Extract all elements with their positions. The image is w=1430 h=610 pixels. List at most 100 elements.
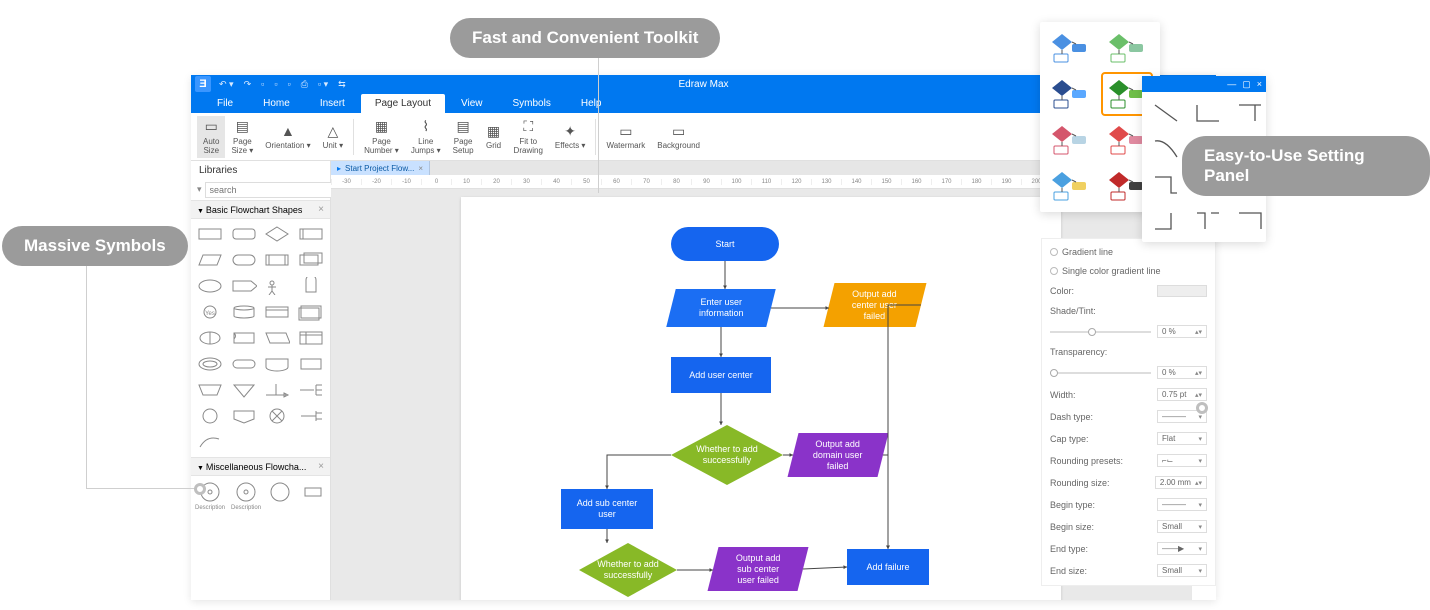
line-style-thumb[interactable]	[1148, 134, 1184, 164]
color-swatch[interactable]	[1157, 285, 1207, 297]
shape-thumb[interactable]	[296, 353, 326, 375]
ribbon-button[interactable]: ⌇LineJumps ▾	[405, 116, 447, 158]
gradient-line-radio[interactable]: Gradient line	[1050, 247, 1207, 257]
line-style-thumb[interactable]	[1232, 206, 1268, 236]
ribbon-button[interactable]: ▦PageNumber ▾	[358, 116, 405, 158]
ribbon-button[interactable]: ⛶Fit toDrawing	[508, 116, 549, 158]
flowchart-node[interactable]: Add sub centeruser	[561, 489, 653, 529]
rounding-size-value[interactable]: 2.00 mm▴▾	[1155, 476, 1207, 489]
menu-item-view[interactable]: View	[447, 94, 497, 113]
menu-item-page-layout[interactable]: Page Layout	[361, 94, 445, 113]
line-style-thumb[interactable]	[1148, 98, 1184, 128]
shape-thumb[interactable]	[195, 249, 225, 271]
shape-thumb[interactable]	[296, 327, 326, 349]
menu-item-home[interactable]: Home	[249, 94, 304, 113]
flowchart-node[interactable]: Whether to addsuccessfully	[671, 425, 783, 485]
shape-thumb[interactable]	[195, 379, 225, 401]
width-value[interactable]: 0.75 pt▴▾	[1157, 388, 1207, 401]
end-type-value[interactable]: ——▶▾	[1157, 542, 1207, 555]
drawing-canvas[interactable]: StartEnter userinformationOutput addcent…	[461, 197, 1061, 600]
shape-thumb[interactable]	[195, 431, 225, 453]
flowchart-node[interactable]: Add failure	[847, 549, 929, 585]
shape-group-header[interactable]: ▼ Basic Flowchart Shapes ×	[191, 200, 330, 219]
new-icon[interactable]: ▫	[261, 79, 264, 90]
line-style-thumb[interactable]	[1190, 206, 1226, 236]
ribbon-button[interactable]: ▲Orientation ▾	[259, 120, 316, 153]
close-group-icon[interactable]: ×	[318, 461, 324, 472]
menu-item-file[interactable]: File	[203, 94, 247, 113]
shape-thumb[interactable]: Yes	[195, 301, 225, 323]
flowchart-node[interactable]: Add user center	[671, 357, 771, 393]
shade-value[interactable]: 0 %▴▾	[1157, 325, 1207, 338]
flowchart-node[interactable]: Enter userinformation	[666, 289, 775, 327]
shape-thumb[interactable]	[229, 379, 259, 401]
flowchart-node[interactable]: Whether to addsuccessfully	[579, 543, 677, 597]
ribbon-button[interactable]: ✦Effects ▾	[549, 120, 592, 153]
shape-thumb[interactable]	[263, 327, 293, 349]
ribbon-button[interactable]: ▦Grid	[480, 120, 508, 153]
style-thumb[interactable]	[1046, 166, 1094, 206]
shape-thumb[interactable]	[229, 405, 259, 427]
shape-thumb[interactable]	[229, 353, 259, 375]
shape-item[interactable]: Description	[231, 480, 261, 511]
shape-thumb[interactable]	[263, 223, 293, 245]
shape-thumb[interactable]	[296, 275, 326, 297]
flowchart-node[interactable]: Output adddomain userfailed	[788, 433, 889, 477]
style-thumb[interactable]	[1046, 74, 1094, 114]
shape-thumb[interactable]	[263, 405, 293, 427]
transparency-slider[interactable]	[1050, 372, 1151, 374]
line-style-thumb[interactable]	[1148, 170, 1184, 200]
ribbon-button[interactable]: △Unit ▾	[317, 120, 349, 153]
shape-thumb[interactable]	[229, 431, 259, 453]
shape-thumb[interactable]	[229, 301, 259, 323]
shape-item[interactable]	[267, 480, 293, 511]
line-style-thumb[interactable]	[1232, 98, 1268, 128]
shape-thumb[interactable]	[296, 405, 326, 427]
shape-thumb[interactable]	[195, 353, 225, 375]
begin-size-value[interactable]: Small▾	[1157, 520, 1207, 533]
shape-thumb[interactable]	[195, 327, 225, 349]
shape-thumb[interactable]	[296, 249, 326, 271]
shape-thumb[interactable]	[263, 275, 293, 297]
open-icon[interactable]: ▫	[274, 79, 277, 90]
shape-thumb[interactable]	[195, 275, 225, 297]
menu-item-symbols[interactable]: Symbols	[499, 94, 565, 113]
shape-thumb[interactable]	[296, 223, 326, 245]
close-icon[interactable]: ×	[1257, 79, 1262, 89]
shape-thumb[interactable]	[229, 223, 259, 245]
search-input[interactable]	[205, 182, 332, 198]
shape-thumb[interactable]	[195, 405, 225, 427]
style-thumb[interactable]	[1046, 28, 1094, 68]
close-group-icon[interactable]: ×	[318, 204, 324, 215]
shape-thumb[interactable]	[229, 327, 259, 349]
shape-thumb[interactable]	[263, 353, 293, 375]
redo-icon[interactable]: ↷	[244, 79, 252, 90]
shape-thumb[interactable]	[263, 431, 293, 453]
end-size-value[interactable]: Small▾	[1157, 564, 1207, 577]
ribbon-button[interactable]: ▤PageSize ▾	[225, 116, 259, 158]
minimize-icon[interactable]: —	[1227, 79, 1236, 89]
ribbon-button[interactable]: ▭Background	[651, 120, 706, 153]
shape-thumb[interactable]	[195, 223, 225, 245]
transparency-value[interactable]: 0 %▴▾	[1157, 366, 1207, 379]
line-style-thumb[interactable]	[1148, 206, 1184, 236]
menu-item-insert[interactable]: Insert	[306, 94, 359, 113]
rounding-preset-value[interactable]: ⌐⌙▾	[1157, 454, 1207, 467]
flowchart-node[interactable]: Start	[671, 227, 779, 261]
style-thumb[interactable]	[1046, 120, 1094, 160]
more-icon[interactable]: ▫ ▾	[318, 79, 328, 90]
shape-item[interactable]	[300, 480, 326, 511]
document-tab[interactable]: ▸ Start Project Flow... ×	[331, 161, 430, 175]
close-tab-icon[interactable]: ×	[418, 164, 423, 173]
style-thumb[interactable]	[1103, 28, 1151, 68]
flowchart-node[interactable]: Output addsub centeruser failed	[708, 547, 809, 591]
undo-icon[interactable]: ↶ ▾	[219, 79, 234, 90]
ribbon-button[interactable]: ▭AutoSize	[197, 116, 225, 158]
shape-thumb[interactable]	[296, 431, 326, 453]
save-icon[interactable]: ▫	[288, 79, 291, 90]
expand-icon[interactable]: ⇆	[338, 79, 346, 90]
cap-value[interactable]: Flat▾	[1157, 432, 1207, 445]
shape-thumb[interactable]	[296, 379, 326, 401]
single-gradient-radio[interactable]: Single color gradient line	[1050, 266, 1207, 276]
shape-group-header-2[interactable]: ▼ Miscellaneous Flowcha... ×	[191, 457, 330, 476]
